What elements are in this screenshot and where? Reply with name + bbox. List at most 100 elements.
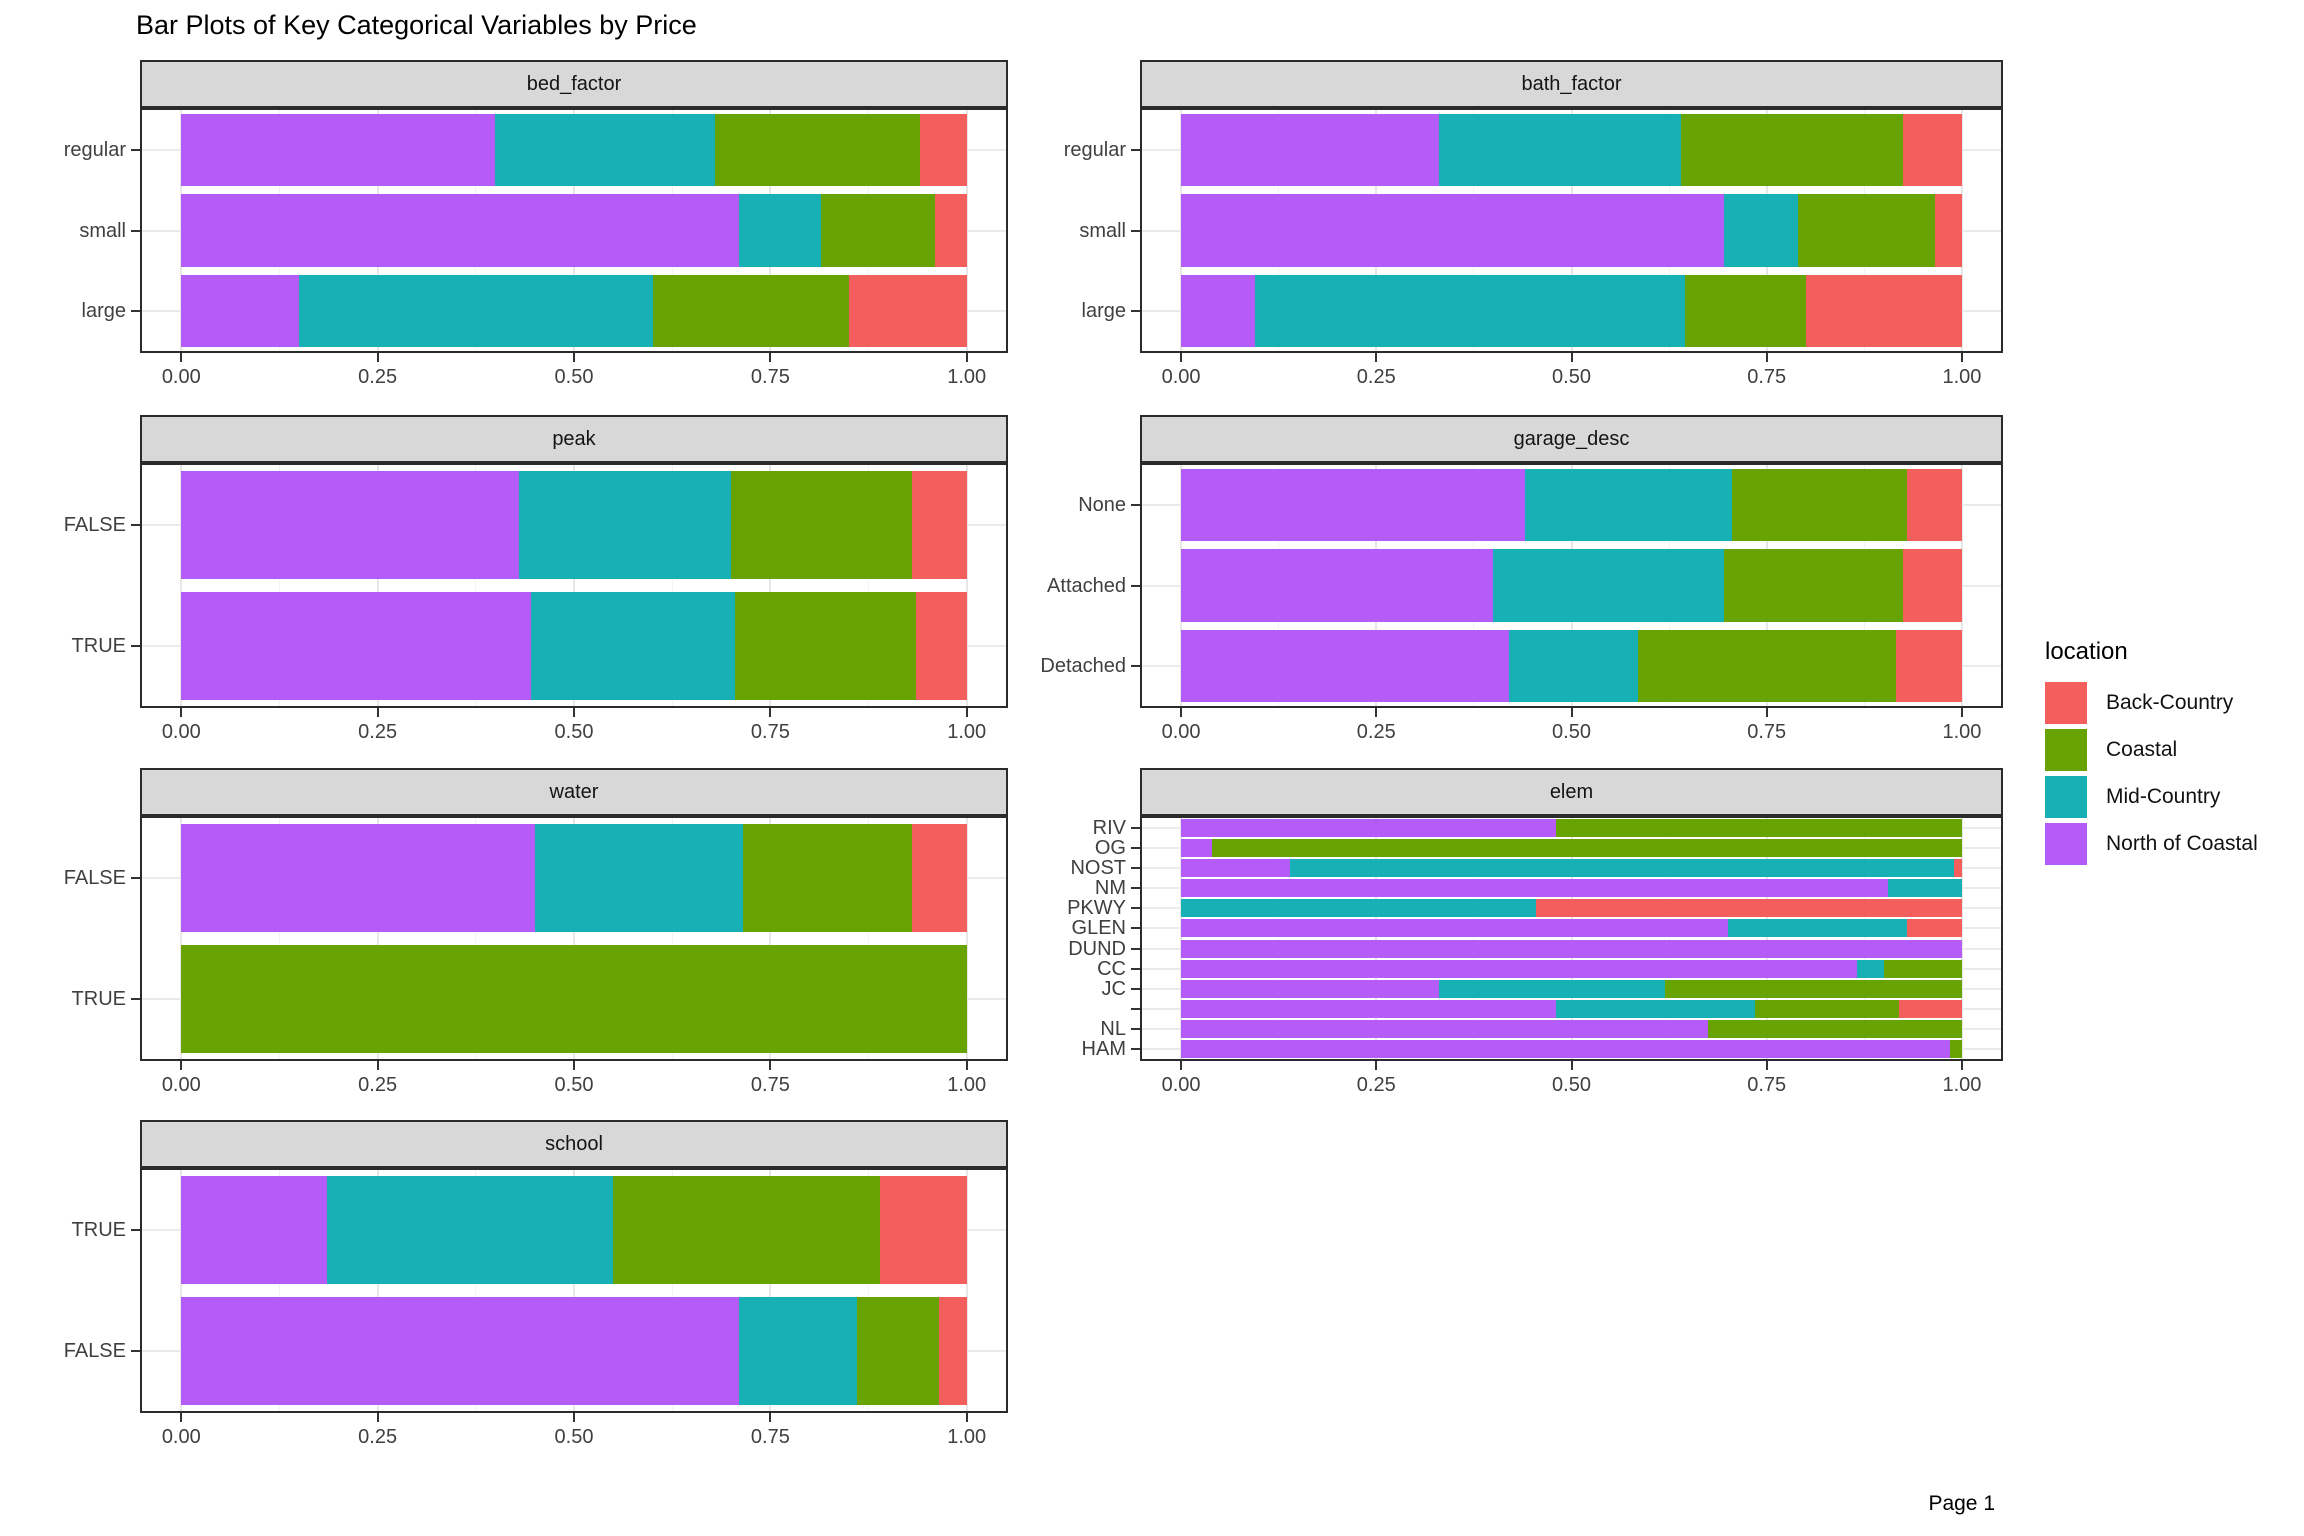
y-tick	[131, 644, 140, 647]
bar-garage_desc-Attached	[1181, 549, 1962, 622]
bar-elem-NOST	[1181, 859, 1962, 878]
x-tick	[769, 1061, 772, 1070]
y-axis-label: NM	[1094, 877, 1126, 900]
x-axis-label: 0.25	[358, 721, 398, 743]
bar-segment-north-of-coastal	[1181, 999, 1556, 1018]
legend-item-coastal: Coastal	[2045, 729, 2258, 771]
bar-elem-CC	[1181, 959, 1962, 978]
gridline-minor	[278, 818, 280, 1059]
y-tick	[1131, 947, 1140, 950]
gridline-minor	[1668, 818, 1670, 1059]
y-tick	[131, 997, 140, 1000]
x-tick	[376, 1413, 379, 1422]
gridline-minor	[671, 1170, 673, 1411]
facet-strip-school: school	[140, 1120, 1008, 1168]
gridline-major	[1765, 818, 1768, 1059]
y-tick	[1131, 987, 1140, 990]
bar-segment-coastal	[1883, 959, 1962, 978]
facet-strip-water: water	[140, 768, 1008, 816]
x-tick	[180, 708, 183, 717]
y-axis-label: regular	[1063, 139, 1126, 162]
bar-bath_factor-small	[1181, 194, 1962, 267]
y-tick	[131, 524, 140, 527]
bar-segment-back-country	[1536, 899, 1962, 918]
y-axis-label: NL	[1100, 1017, 1126, 1040]
bar-segment-north-of-coastal	[181, 1296, 739, 1405]
bar-segment-north-of-coastal	[181, 274, 300, 347]
bar-segment-mid-country	[534, 824, 743, 933]
bar-elem-HAM	[1181, 1039, 1962, 1058]
x-tick	[1180, 1061, 1183, 1070]
facet-panel-bed_factor: bed_factor regular small large 0.00 0.25 0.50 0…	[64, 60, 1008, 393]
y-tick	[131, 309, 140, 312]
bar-garage_desc-None	[1181, 469, 1962, 542]
bar-segment-back-country	[1895, 629, 1962, 702]
facet-panel-garage_desc: garage_desc None Attached Detached 0.00 0.25 0…	[1040, 415, 2003, 748]
bar-segment-mid-country	[1723, 194, 1798, 267]
gridline-major	[180, 465, 183, 706]
bar-segment-coastal	[1212, 839, 1962, 858]
bar-bath_factor-regular	[1181, 114, 1962, 187]
bar-segment-mid-country	[495, 114, 716, 187]
gridline-major	[769, 465, 772, 706]
x-axis-label: 0.50	[1552, 366, 1591, 388]
x-axis-label: 1.00	[947, 1426, 987, 1448]
gridline-major	[769, 1170, 772, 1411]
x-tick	[1765, 1061, 1768, 1070]
bar-segment-mid-country	[738, 194, 822, 267]
bar-segment-north-of-coastal	[1181, 959, 1857, 978]
facet-strip-garage_desc: garage_desc	[1140, 415, 2003, 463]
bar-segment-north-of-coastal	[181, 471, 519, 580]
x-tick	[1375, 1061, 1378, 1070]
bar-elem-GLEN	[1181, 919, 1962, 938]
bar-segment-north-of-coastal	[1181, 549, 1494, 622]
y-tick	[1131, 907, 1140, 910]
bar-segment-mid-country	[1856, 959, 1884, 978]
bar-segment-north-of-coastal	[1181, 114, 1439, 187]
legend: location Back-Country Coastal Mid-Country N…	[2045, 638, 2258, 870]
y-axis-label: PKWY	[1067, 897, 1126, 920]
y-axis-label: RIV	[1092, 817, 1126, 840]
bar-segment-north-of-coastal	[1181, 859, 1291, 878]
bar-segment-coastal	[1637, 629, 1896, 702]
x-tick	[1765, 708, 1768, 717]
bar-elem-blank	[1181, 999, 1962, 1018]
y-axis-label: NOST	[1070, 857, 1126, 880]
y-axis-label: FALSE	[63, 867, 126, 890]
bar-segment-back-country	[1805, 274, 1962, 347]
x-tick	[1960, 708, 1963, 717]
y-axis-label: FALSE	[63, 1339, 126, 1362]
bar-bath_factor-large	[1181, 274, 1962, 347]
bar-segment-back-country	[848, 274, 967, 347]
gridline-major	[376, 818, 379, 1059]
x-tick	[1570, 353, 1573, 362]
bar-bed_factor-large	[181, 274, 967, 347]
bar-segment-north-of-coastal	[1181, 274, 1256, 347]
x-tick	[1960, 353, 1963, 362]
bar-segment-mid-country	[530, 591, 735, 700]
bar-segment-coastal	[613, 1176, 881, 1285]
x-axis-label: 0.50	[1552, 721, 1591, 743]
gridline-minor	[278, 465, 280, 706]
x-tick	[180, 1413, 183, 1422]
x-tick	[1180, 708, 1183, 717]
bar-segment-north-of-coastal	[1181, 629, 1509, 702]
bar-segment-mid-country	[1181, 899, 1537, 918]
x-axis-label: 0.00	[161, 721, 201, 743]
y-axis-label: TRUE	[71, 1219, 126, 1242]
facet-strip-label: bath_factor	[1521, 72, 1622, 95]
bar-segment-north-of-coastal	[1181, 979, 1439, 998]
x-axis-label: 0.25	[358, 1426, 398, 1448]
y-axis-label: HAM	[1081, 1037, 1126, 1060]
x-axis-label: 0.00	[161, 366, 201, 388]
y-tick	[1131, 827, 1140, 830]
legend-swatch	[2045, 823, 2087, 865]
gridline-major	[965, 1170, 968, 1411]
gridline-minor	[475, 465, 477, 706]
bar-school-FALSE	[181, 1296, 967, 1405]
gridline-major	[769, 818, 772, 1059]
bar-segment-coastal	[1684, 274, 1806, 347]
gridline-major	[180, 818, 183, 1059]
bar-segment-back-country	[935, 194, 967, 267]
